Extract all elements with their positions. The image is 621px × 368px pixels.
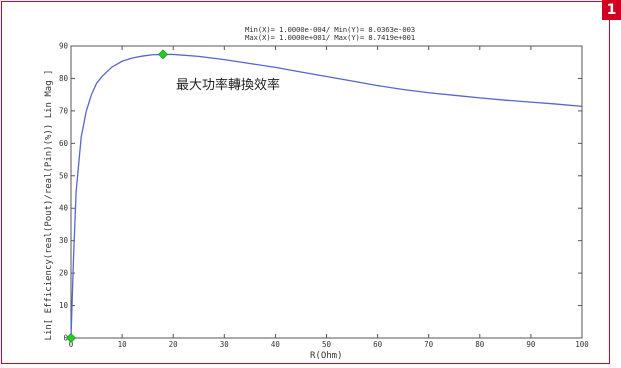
x-tick-label: 0: [69, 340, 74, 349]
y-tick-label: 10: [59, 301, 69, 310]
x-axis-label: R(Ohm): [310, 351, 343, 361]
x-tick-label: 50: [322, 340, 332, 349]
x-tick-label: 90: [526, 340, 536, 349]
x-tick-label: 70: [424, 340, 434, 349]
figure-frame: [1, 1, 610, 364]
y-tick-label: 30: [59, 236, 69, 245]
x-tick-label: 80: [475, 340, 485, 349]
x-tick-label: 20: [169, 340, 179, 349]
figure-number-badge: 1: [602, 0, 621, 20]
x-tick-label: 60: [373, 340, 383, 349]
y-tick-label: 20: [59, 269, 69, 278]
y-tick-label: 80: [59, 74, 69, 83]
efficiency-series-line: [70, 53, 583, 338]
max-efficiency-annotation: 最大功率轉換效率: [176, 78, 281, 93]
minmax-readout-line1: Min(X)= 1.0000e-004/ Min(Y)= 8.0363e-003: [245, 25, 415, 34]
y-tick-label: 70: [59, 106, 69, 115]
data-marker-diamond: [66, 333, 76, 343]
x-tick-label: 10: [118, 340, 128, 349]
plot-area: [70, 45, 583, 339]
y-tick-label: 60: [59, 139, 69, 148]
y-tick-label: 90: [59, 42, 69, 51]
x-tick-label: 40: [271, 340, 281, 349]
y-tick-label: 0: [63, 334, 68, 343]
x-tick-label: 100: [575, 340, 589, 349]
minmax-readout-line2: Max(X)= 1.0000e+001/ Max(Y)= 8.7419e+001: [245, 33, 415, 42]
y-tick-label: 40: [59, 204, 69, 213]
y-axis-label: Lin[ Efficiency(real(Pout)/real(Pin)(%))…: [44, 69, 54, 341]
data-marker-diamond: [158, 49, 168, 60]
x-tick-label: 30: [220, 340, 230, 349]
y-tick-label: 50: [59, 171, 69, 180]
